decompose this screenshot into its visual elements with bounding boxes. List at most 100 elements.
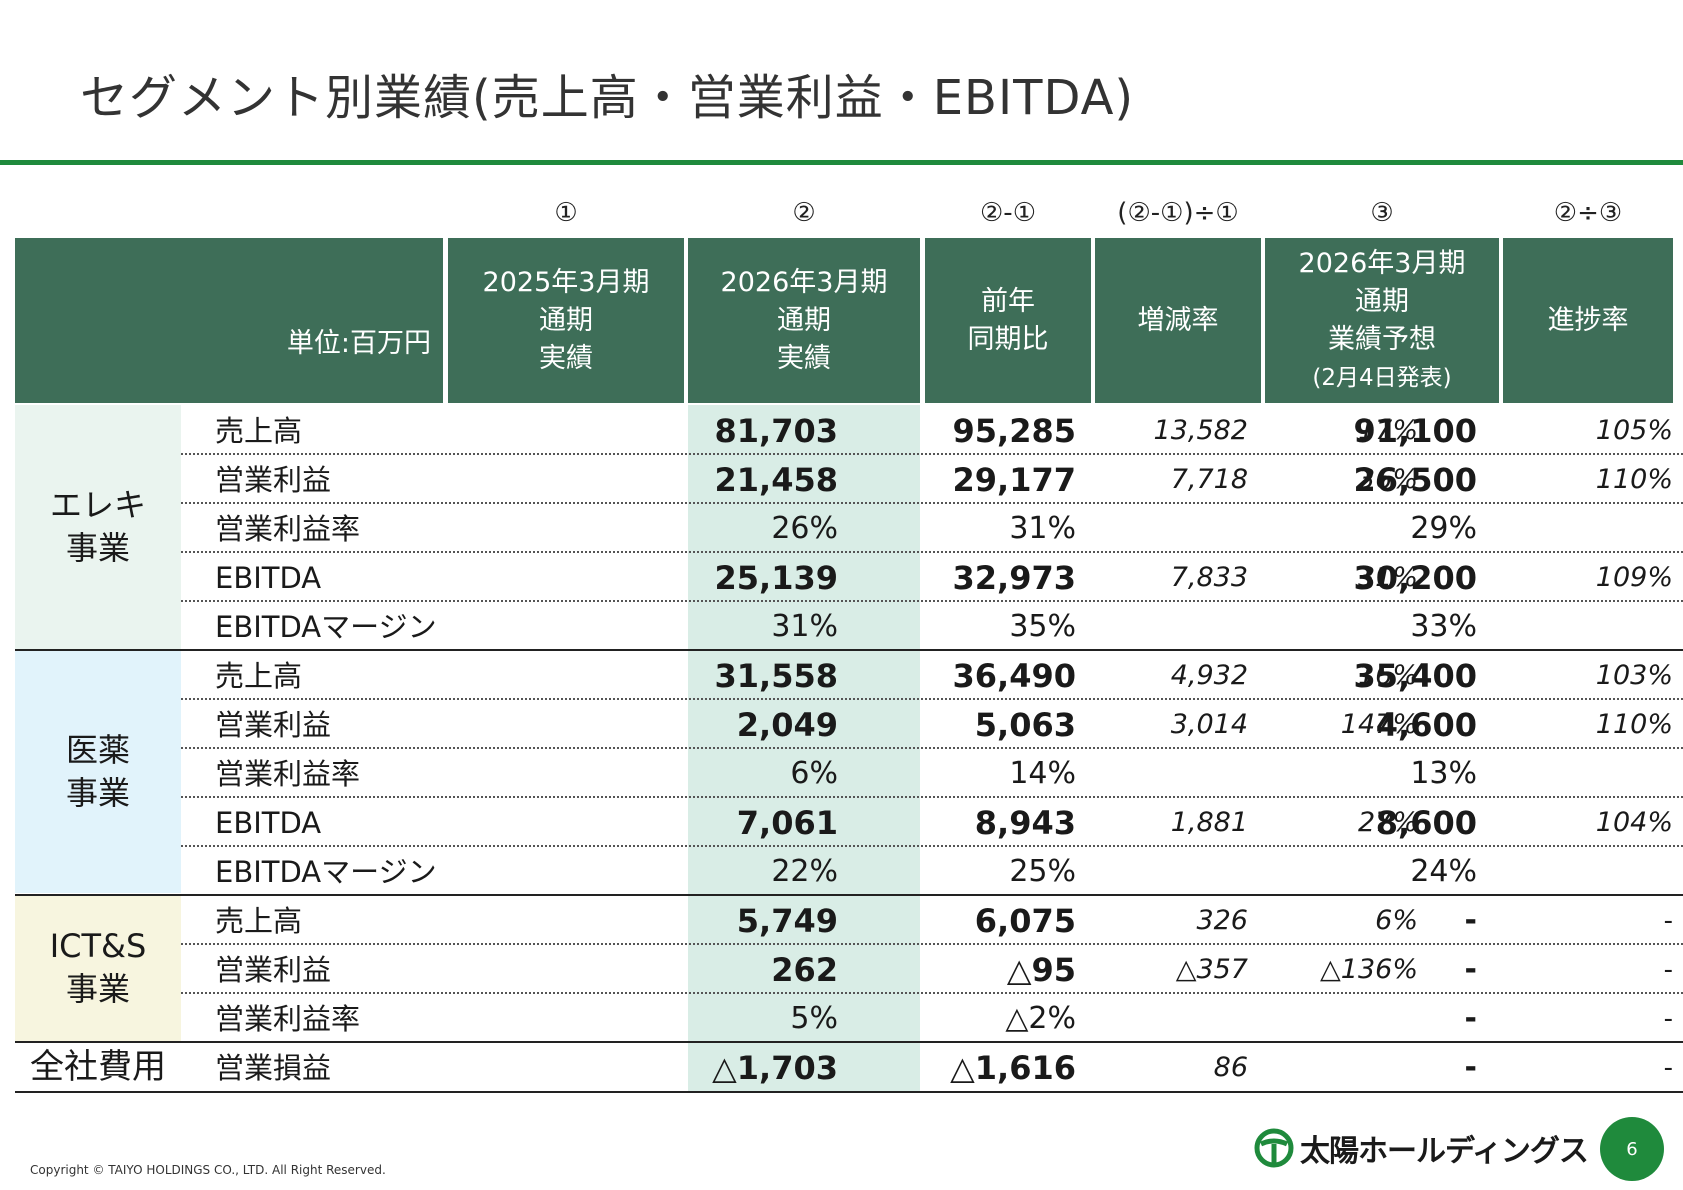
segment-med-line2: 事業 [65, 773, 130, 812]
row-label: 売上高 [215, 904, 303, 938]
table-row: EBITDA 25,139 32,973 7,833 31% 30,200 109% [181, 552, 1683, 601]
table-row: 営業利益 21,458 29,177 7,718 36% 26,500 110% [181, 454, 1683, 503]
row-label: 営業利益率 [215, 757, 361, 791]
segment-divider [15, 649, 1683, 651]
cell-c2: 32,973 [952, 559, 1076, 597]
cell-c1: 21,458 [714, 461, 838, 499]
cell-c4: 17% [1357, 415, 1418, 446]
header-col5: 2026年3月期 通期 業績予想 (2月4日発表) [1265, 238, 1499, 403]
column-number-4: (②-①)÷① [1117, 198, 1239, 228]
company-name: 太陽ホールディングス [1300, 1134, 1589, 1169]
cell-c6: 109% [1595, 562, 1673, 593]
header-col3-line1: 前年 [981, 285, 1035, 317]
column2-highlight [688, 405, 920, 1093]
cell-c2: 14% [1009, 756, 1076, 791]
segment-ict-line1: ICT&S [49, 927, 147, 965]
row-divider [181, 551, 1683, 553]
row-label: 営業利益 [215, 708, 332, 742]
cell-c4: 31% [1357, 562, 1418, 593]
cell-c3: △357 [1175, 954, 1248, 985]
header-col6-label: 進捗率 [1547, 304, 1629, 336]
column-number-1: ① [554, 198, 578, 228]
cell-c5: 8,600 [1375, 804, 1477, 842]
cell-c1: 81,703 [714, 412, 838, 450]
cell-c2: 29,177 [952, 461, 1076, 499]
cell-c5: - [1464, 1050, 1477, 1085]
segment-ict-line2: 事業 [65, 970, 130, 1008]
cell-c1: 262 [771, 951, 838, 989]
cell-c5: - [1464, 1001, 1477, 1036]
cell-c5: 91,100 [1353, 412, 1477, 450]
cell-c3: 7,833 [1170, 562, 1248, 593]
cell-c1: △1,703 [712, 1049, 838, 1087]
cell-c5: 33% [1410, 609, 1477, 644]
table-row: 営業利益率 6% 14% 13% [181, 748, 1683, 797]
cell-c1: 6% [790, 756, 838, 791]
cell-c5: 35,400 [1353, 657, 1477, 695]
header-col4: 増減率 [1095, 238, 1261, 403]
cell-c1: 2,049 [736, 706, 838, 744]
cell-c3: 3,014 [1170, 709, 1248, 740]
cell-c6: 110% [1595, 464, 1673, 495]
cell-c6: 110% [1595, 709, 1673, 740]
segment-bg-ict [15, 895, 181, 1041]
table-row: EBITDAマージン 31% 35% 33% [181, 601, 1683, 650]
cell-c4: △136% [1320, 954, 1418, 985]
column-number-5: ③ [1370, 198, 1394, 228]
copyright-text: Copyright © TAIYO HOLDINGS CO., LTD. All… [30, 1163, 386, 1177]
cell-c1: 22% [771, 854, 838, 889]
header-col4-label: 増減率 [1137, 304, 1219, 336]
segment-bg-med [15, 650, 181, 893]
cell-c6: 103% [1595, 660, 1673, 691]
row-label: 売上高 [215, 414, 303, 448]
cell-c5: 4,600 [1375, 706, 1477, 744]
segment-divider [15, 894, 1683, 896]
cell-c2: △1,616 [950, 1049, 1076, 1087]
table-row: 営業利益率 26% 31% 29% [181, 503, 1683, 552]
header-col5-line3: 業績予想 [1328, 323, 1436, 355]
header-col1: 2025年3月期 通期 実績 [448, 238, 684, 403]
cell-c1: 5,749 [736, 902, 838, 940]
row-label: 売上高 [215, 659, 303, 693]
table-row: 売上高 81,703 95,285 13,582 17% 91,100 105% [181, 405, 1683, 454]
cell-c1: 31% [771, 609, 838, 644]
segment-label-ict: ICT&S 事業 [15, 895, 181, 1041]
cell-c2: 6,075 [974, 902, 1076, 940]
cell-c2: 31% [1009, 511, 1076, 546]
row-divider [181, 502, 1683, 504]
row-label: 営業利益 [215, 463, 332, 497]
table-row: 営業損益 △1,703 △1,616 86 - - [181, 1042, 1683, 1091]
row-divider [181, 453, 1683, 455]
column-number-6: ②÷③ [1553, 198, 1623, 228]
page-title: セグメント別業績(売上高・営業利益・EBITDA) [80, 70, 1135, 126]
title-divider [0, 160, 1683, 165]
header-col5-line1: 2026年3月期 [1298, 247, 1466, 279]
column-number-3: ②-① [980, 198, 1036, 228]
cell-c4: 27% [1357, 807, 1418, 838]
cell-c4: 16% [1357, 660, 1418, 691]
cell-c6: - [1663, 955, 1673, 985]
table-row: 営業利益率 5% △2% - - [181, 993, 1683, 1042]
header-col2-line2: 通期 [777, 304, 831, 336]
segment-corp-line1: 全社費用 [30, 1046, 166, 1087]
table-row: EBITDAマージン 22% 25% 24% [181, 846, 1683, 895]
header-col5-line2: 通期 [1355, 285, 1409, 317]
cell-c3: 13,582 [1153, 415, 1248, 446]
cell-c5: 29% [1410, 511, 1477, 546]
page-number-badge: 6 [1600, 1117, 1664, 1181]
cell-c5: 26,500 [1353, 461, 1477, 499]
cell-c2: 8,943 [974, 804, 1076, 842]
row-label: EBITDAマージン [215, 610, 437, 644]
header-col1-line2: 通期 [539, 304, 593, 336]
segment-med-line1: 医薬 [65, 730, 130, 769]
cell-c5: 24% [1410, 854, 1477, 889]
table-row: 営業利益 2,049 5,063 3,014 147% 4,600 110% [181, 699, 1683, 748]
row-divider [181, 747, 1683, 749]
segment-label-med: 医薬 事業 [15, 650, 181, 893]
cell-c6: 105% [1595, 415, 1673, 446]
segment-elec-line2: 事業 [65, 529, 130, 567]
cell-c6: - [1663, 1053, 1673, 1083]
cell-c5: 13% [1410, 756, 1477, 791]
header-col5-note: (2月4日発表) [1312, 364, 1452, 391]
header-col1-line1: 2025年3月期 [482, 266, 650, 298]
